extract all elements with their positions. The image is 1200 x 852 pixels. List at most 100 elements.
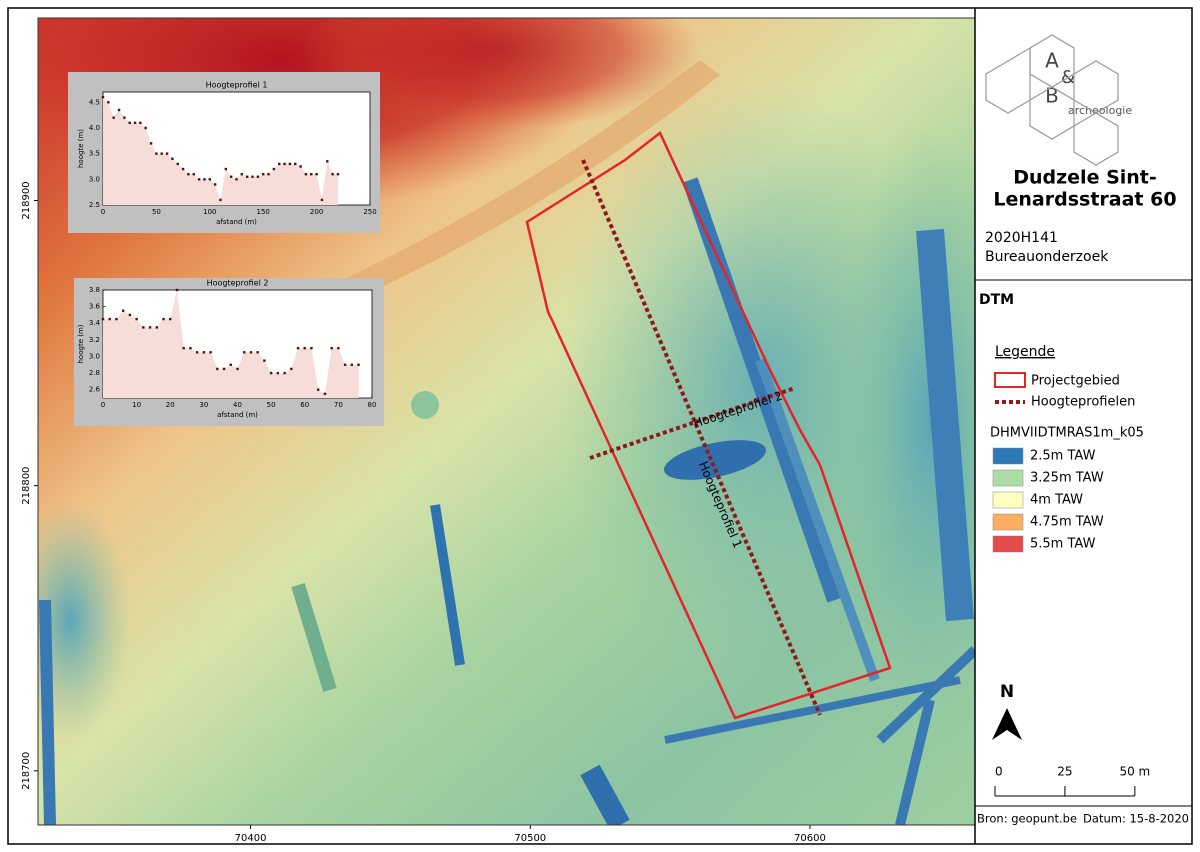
project-kind: Bureauonderzoek (985, 249, 1109, 265)
x-tick-label: 100 (203, 208, 216, 216)
date: Datum: 15-8-2020 (1083, 812, 1189, 826)
profile-point (272, 167, 276, 171)
profile-point (276, 371, 280, 375)
project-code: 2020H141 (985, 230, 1058, 246)
x-tick-label: 80 (368, 401, 377, 409)
profile-point (176, 162, 179, 166)
x-tick-label: 0 (101, 208, 105, 216)
x-tick-label: 50 (267, 401, 276, 409)
north-label: N (1000, 682, 1014, 702)
project-area (525, 131, 892, 720)
scale-label: 0 (995, 765, 1003, 779)
y-coord-label: 218900 (21, 181, 32, 219)
section-title: DTM (979, 292, 1014, 308)
profile-point (202, 351, 206, 354)
x-coord-label: 70400 (235, 833, 267, 844)
x-tick-label: 200 (310, 208, 323, 216)
map-title: Lenardsstraat 60 (993, 189, 1176, 211)
profile-chart: Hoogteprofiel 1 afstand (m) hoogte (m) 0 50 1… (68, 72, 380, 233)
profile-point (310, 346, 313, 350)
profile-point (101, 317, 105, 321)
profile-point (222, 367, 226, 371)
profile-point (336, 172, 340, 176)
profile-point (350, 363, 354, 366)
profile-point (121, 309, 125, 312)
source: Bron: geopunt.be (977, 812, 1077, 826)
profile-point (304, 172, 308, 176)
profile-point (182, 346, 185, 350)
legend-title: Legende (995, 344, 1055, 360)
profile-point (117, 108, 121, 112)
profile-area (103, 290, 359, 398)
profile-point (269, 371, 273, 375)
y-tick-label: 4.0 (89, 124, 100, 132)
profile-point (267, 172, 270, 176)
scale-label: 25 (1057, 765, 1072, 779)
profile-point (315, 172, 318, 176)
profile-point (112, 116, 115, 119)
legend-label: Projectgebied (1031, 374, 1120, 389)
profile-point (155, 152, 158, 155)
y-tick-label: 3.8 (89, 286, 100, 294)
class-label: 4.75m TAW (1030, 515, 1104, 530)
profile-point (195, 351, 199, 354)
profile-point (263, 359, 266, 362)
profile-point (249, 351, 253, 354)
x-tick-label: 60 (300, 401, 309, 409)
profile-point (135, 317, 138, 321)
x-coord-label: 70600 (794, 833, 826, 844)
profile-point (160, 152, 163, 155)
profile-point (169, 317, 172, 321)
profile-point (149, 142, 153, 145)
profile-point (229, 363, 232, 366)
profile-point (128, 313, 132, 317)
profile-point (192, 172, 195, 176)
y-tick-label: 2.6 (89, 386, 101, 394)
class-swatch (992, 535, 1024, 553)
profile-point (197, 178, 201, 181)
profile-point (262, 172, 265, 176)
profile-point (123, 116, 126, 119)
x-axis-label: afstand (m) (216, 218, 257, 226)
profile-line-1 (581, 159, 822, 716)
class-label: 2.5m TAW (1030, 449, 1096, 464)
profile-point (139, 121, 142, 125)
profile-point (219, 198, 222, 202)
profile-point (235, 178, 238, 181)
class-swatch (992, 513, 1024, 531)
profile-point (303, 346, 306, 350)
chart-title: Hoogteprofiel 2 (207, 279, 269, 288)
x-tick-label: 150 (257, 208, 270, 216)
profile-point (108, 317, 111, 321)
y-tick-label: 2.5 (89, 201, 100, 209)
profile-point (278, 162, 281, 166)
profile-point (107, 101, 110, 104)
profile-point (243, 351, 246, 354)
x-axis-label: afstand (m) (217, 411, 258, 419)
profile-point (331, 172, 334, 176)
profile-point (216, 367, 219, 371)
profile-point (229, 175, 233, 178)
y-tick-label: 3.0 (89, 175, 100, 183)
profile-point (294, 162, 297, 166)
profile-point (299, 165, 302, 168)
legend-label: Hoogteprofielen (1031, 395, 1135, 410)
profile-point (245, 175, 249, 178)
profile-point (337, 346, 340, 350)
profile-point (128, 121, 131, 125)
y-coord-label: 218800 (21, 467, 32, 505)
y-tick-label: 3.4 (89, 319, 101, 327)
class-swatch (992, 447, 1024, 465)
y-tick-label: 3.0 (89, 352, 100, 360)
profile-point (283, 162, 286, 166)
x-tick-label: 50 (152, 208, 161, 216)
profile-point (330, 346, 333, 350)
profile-chart: Hoogteprofiel 2 afstand (m) hoogte (m) 0 10 2… (74, 278, 384, 426)
profile-point (290, 367, 293, 371)
y-tick-label: 4.5 (89, 98, 100, 106)
x-tick-label: 20 (166, 401, 175, 409)
profile-point (175, 288, 179, 292)
profile-point (155, 326, 158, 329)
x-tick-label: 250 (363, 208, 376, 216)
profile-point (181, 167, 185, 171)
